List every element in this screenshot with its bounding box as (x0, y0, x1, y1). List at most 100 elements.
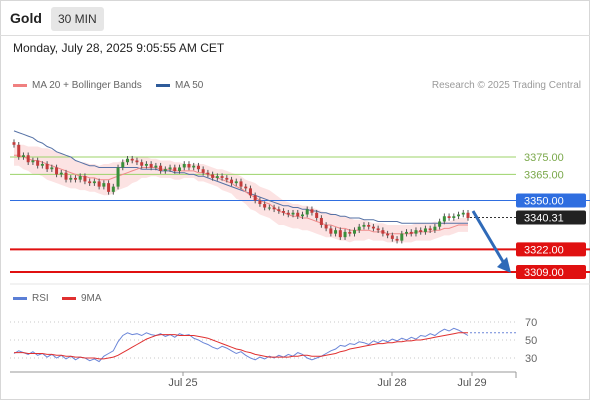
candle-body (447, 216, 451, 218)
candle-body (310, 209, 314, 213)
candle-body (272, 207, 276, 210)
candle-body (376, 228, 380, 231)
last-price-label: 3340.31 (524, 212, 564, 224)
candle-body (121, 162, 125, 168)
candle-body (234, 181, 238, 184)
candle-body (300, 214, 304, 217)
chart-datetime: Monday, July 28, 2025 9:05:55 AM CET (13, 41, 225, 55)
candle-body (73, 177, 77, 180)
candle-body (45, 163, 49, 170)
candle-body (55, 167, 59, 175)
price-level-badge (516, 265, 586, 279)
candle-body (324, 224, 328, 229)
research-credit: Research © 2025 Trading Central (431, 80, 581, 91)
candle-body (405, 231, 409, 234)
candle-body (291, 212, 295, 215)
candle-body (97, 181, 101, 187)
chart-header: Gold 30 MIN (0, 0, 590, 36)
candle-body (163, 169, 167, 171)
candle-body (466, 212, 470, 218)
candle-body (239, 181, 243, 187)
price-level-label: 3322.00 (524, 244, 564, 256)
candle-body (400, 233, 404, 241)
candle-body (343, 231, 347, 238)
candle-body (319, 217, 323, 225)
candle-body (140, 162, 144, 166)
candle-body (230, 179, 234, 184)
candle-body (211, 174, 215, 178)
candle-body (438, 221, 442, 227)
candle-body (196, 165, 200, 170)
candle-body (353, 230, 356, 234)
rsi-9ma-line (14, 332, 468, 360)
candle-body (107, 183, 111, 192)
candle-body (248, 188, 252, 196)
legend-ma50: MA 50 (156, 80, 203, 92)
price-level-label: 3375.00 (524, 152, 564, 164)
candle-body (178, 167, 182, 171)
x-tick-label: Jul 25 (168, 377, 197, 389)
candle-body (258, 200, 262, 205)
candle-body (409, 231, 413, 234)
candle-body (225, 177, 229, 180)
candle-body (329, 228, 333, 234)
price-level-label: 3309.00 (524, 267, 564, 279)
x-tick-label: Jul 29 (457, 377, 486, 389)
candle-body (168, 167, 172, 170)
timeframe-badge[interactable]: 30 MIN (51, 7, 104, 31)
candle-body (433, 226, 437, 231)
candle-body (192, 165, 196, 168)
candle-body (461, 212, 465, 215)
candle-body (40, 163, 44, 166)
candle-body (12, 142, 16, 145)
forecast-arrow-shaft (471, 210, 507, 266)
x-tick-label: Jul 28 (377, 377, 406, 389)
candle-body (201, 169, 205, 173)
candle-body (423, 228, 427, 232)
candle-body (135, 160, 139, 163)
legend-9ma: 9MA (62, 293, 102, 305)
candle-body (36, 160, 40, 166)
candle-body (277, 209, 281, 212)
bollinger-band (14, 144, 468, 243)
candle-body (78, 176, 82, 180)
legend-rsi: RSI (13, 293, 49, 305)
candle-body (26, 155, 30, 163)
candle-body (367, 224, 371, 227)
candle-body (452, 216, 456, 218)
candle-body (220, 176, 224, 178)
asset-name: Gold (10, 10, 42, 26)
candle-body (187, 163, 191, 168)
candle-body (92, 181, 96, 184)
candle-body (111, 186, 115, 192)
candle-body (126, 158, 129, 163)
candle-body (428, 228, 432, 231)
rsi-line (13, 327, 469, 363)
candle-body (263, 204, 267, 208)
price-level-badge (516, 242, 586, 257)
candle-body (149, 163, 153, 168)
candle-body (88, 181, 92, 184)
candle-body (338, 230, 342, 238)
candle-body (154, 165, 158, 168)
candle-body (130, 158, 134, 161)
ma50-swatch (156, 83, 170, 87)
rsi-tick-label: 50 (525, 335, 537, 347)
candle-body (390, 235, 394, 239)
candle-body (267, 207, 271, 209)
candle-body (296, 212, 300, 217)
candle-body (50, 167, 54, 170)
candle-body (244, 186, 248, 189)
candle-body (282, 211, 286, 213)
candle-body (419, 230, 423, 232)
candle-body (215, 176, 219, 178)
candle-body (442, 216, 446, 222)
candle-body (371, 226, 375, 229)
rsi-tick-label: 30 (525, 353, 537, 365)
forecast-arrow-head (497, 257, 511, 273)
candle-body (64, 172, 68, 180)
candle-body (182, 163, 186, 168)
ma20-swatch (13, 83, 27, 87)
